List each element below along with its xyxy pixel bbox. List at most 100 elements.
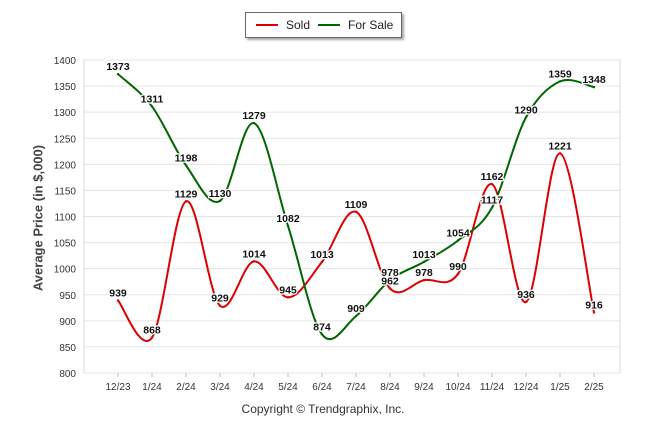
legend: Sold For Sale <box>245 12 402 38</box>
data-point-for-sale <box>218 199 222 203</box>
data-point-for-sale <box>354 314 358 318</box>
y-tick-label: 1100 <box>54 213 76 224</box>
data-label-sold: 962 <box>381 275 399 287</box>
data-point-sold <box>524 300 528 304</box>
data-label-for-sale: 1198 <box>175 152 198 164</box>
legend-item-sold: Sold <box>256 13 310 37</box>
x-tick-label: 7/24 <box>346 382 366 393</box>
data-point-for-sale <box>320 333 324 336</box>
data-label-sold: 990 <box>449 261 467 273</box>
x-tick-label: 6/24 <box>312 382 332 393</box>
y-tick-label: 1250 <box>54 134 77 145</box>
y-tick-label: 850 <box>59 343 76 354</box>
data-point-for-sale <box>150 105 154 108</box>
y-tick-label: 900 <box>59 317 76 328</box>
data-label-for-sale: 1359 <box>548 68 572 80</box>
data-label-sold: 978 <box>415 267 433 279</box>
data-label-for-sale: 1054 <box>446 227 470 239</box>
legend-label-sold: Sold <box>286 18 311 32</box>
x-tick-label: 11/24 <box>480 382 505 393</box>
data-point-for-sale <box>490 206 494 209</box>
data-label-sold: 916 <box>585 299 603 311</box>
data-label-for-sale: 1082 <box>276 213 300 225</box>
legend-swatch-sold <box>256 24 278 26</box>
data-point-sold <box>592 311 596 314</box>
data-point-for-sale <box>252 121 256 125</box>
x-tick-label: 12/24 <box>513 382 538 393</box>
data-label-sold: 945 <box>279 284 297 296</box>
y-tick-label: 1150 <box>54 186 76 197</box>
y-tick-label: 800 <box>59 369 76 380</box>
data-point-for-sale <box>558 80 562 83</box>
data-point-for-sale <box>184 164 188 167</box>
y-tick-label: 1300 <box>54 108 77 119</box>
data-label-for-sale: 1348 <box>582 74 606 86</box>
data-label-sold: 1013 <box>310 249 334 261</box>
y-tick-label: 1350 <box>54 82 77 93</box>
data-point-sold <box>150 336 154 339</box>
data-point-sold <box>388 287 392 290</box>
x-tick-label: 4/24 <box>244 382 264 393</box>
y-axis-title: Average Price (in $,000) <box>30 144 46 292</box>
data-point-for-sale <box>524 116 528 119</box>
data-label-sold: 868 <box>143 325 161 337</box>
x-tick-label: 1/24 <box>142 382 162 393</box>
legend-item-for-sale: For Sale <box>318 13 393 37</box>
x-tick-label: 2/24 <box>176 382 196 393</box>
data-label-sold: 929 <box>211 293 229 305</box>
y-tick-label: 1050 <box>54 239 77 250</box>
y-tick-label: 1400 <box>54 56 77 67</box>
data-point-sold <box>354 210 358 214</box>
data-point-sold <box>490 182 494 186</box>
data-point-sold <box>116 299 120 302</box>
series-line-for-sale <box>117 73 595 341</box>
data-label-for-sale: 1311 <box>141 93 164 105</box>
y-tick-label: 1200 <box>54 160 77 171</box>
data-point-for-sale <box>592 85 596 89</box>
data-point-sold <box>422 278 426 282</box>
legend-label-for-sale: For Sale <box>348 18 394 32</box>
x-tick-label: 2/25 <box>584 382 604 393</box>
x-tick-label: 12/23 <box>105 382 130 393</box>
x-tick-label: 9/24 <box>414 382 434 393</box>
data-point-sold <box>320 260 324 264</box>
data-point-sold <box>218 304 222 307</box>
data-point-sold <box>558 152 562 155</box>
data-point-sold <box>286 296 290 299</box>
y-tick-label: 950 <box>59 291 76 302</box>
data-label-for-sale: 909 <box>347 303 365 315</box>
data-label-for-sale: 978 <box>381 267 399 279</box>
data-point-for-sale <box>456 239 460 242</box>
data-label-sold: 1014 <box>242 248 266 260</box>
copyright-footer: Copyright © Trendgraphix, Inc. <box>241 402 405 416</box>
data-point-for-sale <box>116 72 120 76</box>
data-label-for-sale: 1013 <box>412 249 436 261</box>
data-point-for-sale <box>422 260 426 264</box>
data-point-sold <box>252 260 256 263</box>
data-point-sold <box>456 272 460 276</box>
y-tick-label: 1000 <box>54 265 77 276</box>
data-label-sold: 1221 <box>548 140 572 152</box>
data-label-sold: 1109 <box>345 199 368 211</box>
legend-swatch-for-sale <box>318 24 340 26</box>
data-label-sold: 1129 <box>175 188 198 200</box>
x-tick-label: 5/24 <box>278 382 298 393</box>
data-point-sold <box>184 200 188 203</box>
x-tick-label: 10/24 <box>445 382 470 393</box>
series-line-sold <box>117 152 595 342</box>
data-label-sold: 939 <box>109 287 127 299</box>
data-label-for-sale: 1279 <box>242 110 266 122</box>
x-tick-label: 1/25 <box>550 382 570 393</box>
data-label-for-sale: 1290 <box>514 104 538 116</box>
data-label-for-sale: 1373 <box>106 61 130 73</box>
data-label-for-sale: 874 <box>313 321 331 333</box>
data-label-for-sale: 1117 <box>481 195 503 207</box>
data-label-for-sale: 1130 <box>209 188 232 200</box>
data-label-sold: 1162 <box>481 171 504 183</box>
data-point-for-sale <box>388 278 392 282</box>
x-tick-label: 8/24 <box>380 382 400 393</box>
x-tick-label: 3/24 <box>210 382 230 393</box>
data-label-sold: 936 <box>517 289 535 301</box>
data-point-for-sale <box>286 224 290 228</box>
